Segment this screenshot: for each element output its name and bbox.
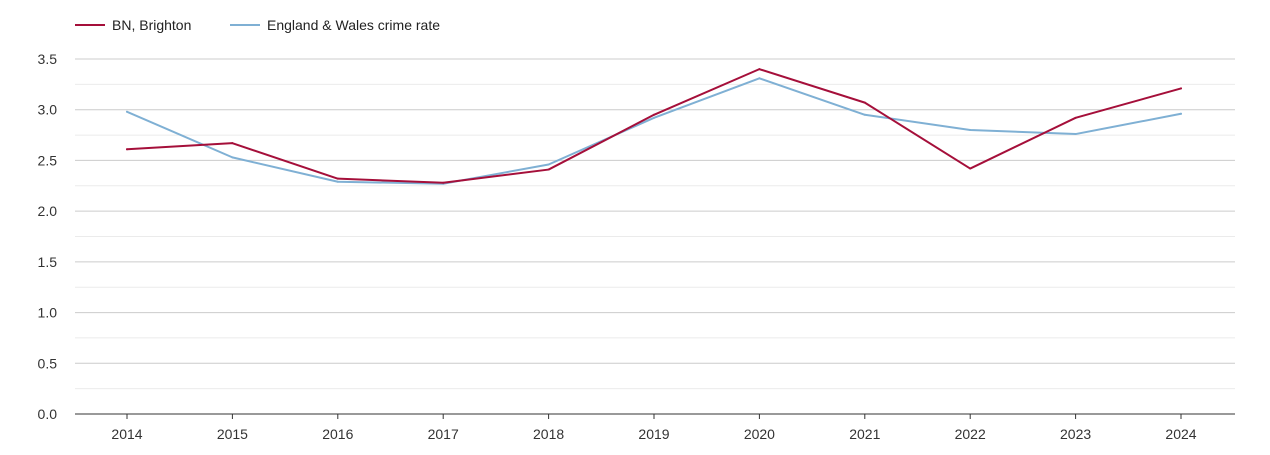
data-point-series-1-2016	[336, 177, 339, 180]
data-point-series-2-2016	[336, 180, 339, 183]
x-tick-label: 2015	[217, 426, 248, 442]
legend-label-1: BN, Brighton	[112, 17, 191, 33]
data-point-series-2-2022	[969, 129, 972, 131]
legend-label-2: England & Wales crime rate	[267, 17, 440, 33]
data-point-series-1-2019	[653, 113, 655, 116]
x-tick-label: 2016	[322, 426, 353, 442]
x-tick-label: 2017	[428, 426, 459, 442]
x-tick-label: 2020	[744, 426, 775, 442]
data-point-series-1-2022	[969, 167, 972, 170]
y-tick-label: 2.0	[38, 203, 58, 219]
x-tick-label: 2024	[1165, 426, 1196, 442]
legend: BN, Brighton England & Wales crime rate	[75, 17, 440, 33]
data-point-series-2-2018	[547, 163, 550, 166]
x-tick-label: 2021	[849, 426, 880, 442]
data-point-series-1-2015	[231, 142, 234, 145]
x-tick-label: 2019	[638, 426, 669, 442]
data-point-series-2-2020	[758, 77, 761, 80]
data-point-series-1-2023	[1074, 116, 1077, 119]
grid-lines	[75, 58, 1235, 390]
y-tick-label: 0.5	[38, 355, 58, 371]
series-line-1	[126, 68, 1182, 184]
data-point-series-2-2019	[653, 116, 655, 119]
data-point-series-2-2021	[863, 113, 866, 116]
x-tick-label: 2014	[111, 426, 142, 442]
data-point-series-2-2014	[126, 110, 128, 113]
data-point-series-1-2021	[863, 101, 866, 104]
data-point-series-1-2018	[547, 168, 550, 171]
y-tick-label: 0.0	[38, 406, 58, 422]
y-tick-label: 3.5	[38, 51, 58, 67]
x-tick-label: 2018	[533, 426, 564, 442]
data-point-series-2-2024	[1180, 112, 1182, 115]
y-tick-label: 1.0	[38, 305, 58, 321]
x-tick-label: 2022	[955, 426, 986, 442]
data-point-series-2-2015	[231, 156, 234, 159]
data-point-series-1-2024	[1180, 87, 1182, 90]
data-point-series-1-2014	[126, 148, 128, 151]
x-axis-ticks: 2014 2015 2016 2017 2018 2019 2020 2021 2022 2023…	[111, 414, 1197, 442]
y-axis-ticks: 0.0 0.5 1.0 1.5 2.0 2.5 3.0 3.5	[38, 51, 58, 422]
y-tick-label: 3.0	[38, 102, 58, 118]
y-tick-label: 1.5	[38, 254, 58, 270]
x-tick-label: 2023	[1060, 426, 1091, 442]
series-line-2	[126, 77, 1182, 185]
data-point-series-1-2017	[442, 181, 445, 184]
series-lines	[126, 68, 1182, 185]
y-tick-label: 2.5	[38, 152, 58, 168]
data-point-series-1-2020	[758, 68, 761, 71]
data-point-series-2-2023	[1074, 133, 1077, 136]
